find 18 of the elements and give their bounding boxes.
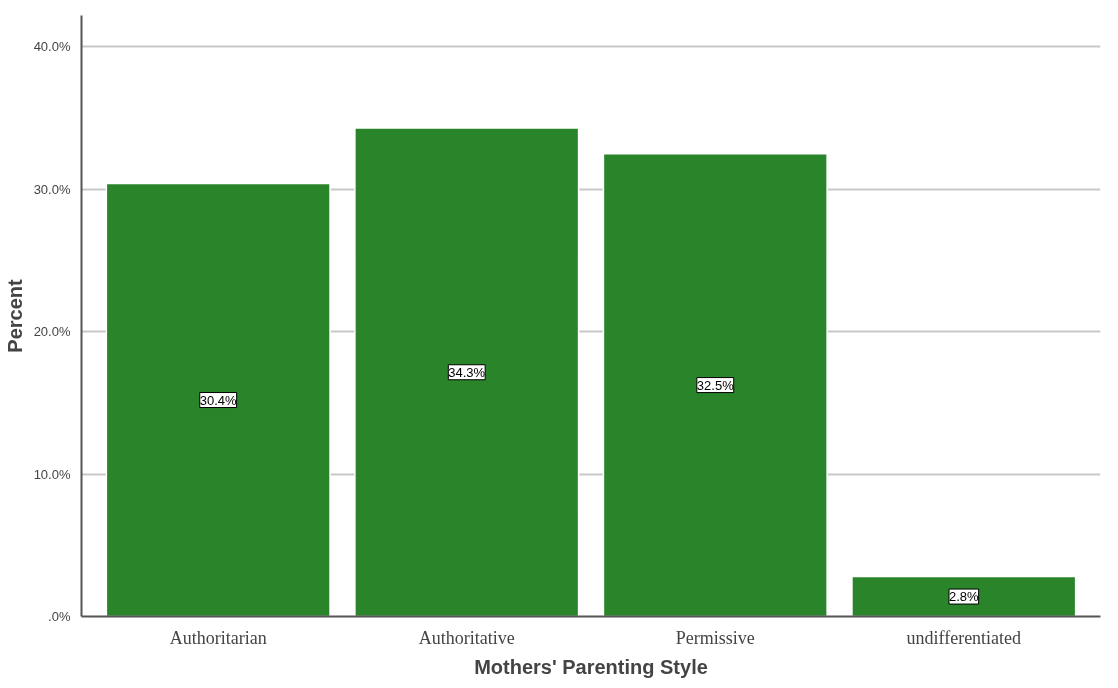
x-axis-title: Mothers' Parenting Style — [474, 655, 708, 678]
data-label: 34.3% — [448, 364, 486, 380]
bar — [105, 182, 331, 617]
data-label: 30.4% — [199, 392, 238, 408]
y-axis-title: Percent — [3, 278, 26, 353]
y-tick-label: 40.0% — [33, 39, 71, 55]
x-tick-label: Permissive — [675, 627, 755, 648]
bar — [354, 127, 580, 617]
y-tick-label: 20.0% — [33, 324, 71, 340]
y-tick-label: .0% — [48, 609, 71, 624]
x-tick-label: Authoritarian — [169, 627, 267, 648]
data-label: 2.8% — [948, 589, 980, 605]
x-tick-label: Authoritative — [418, 627, 515, 648]
y-tick-label: 10.0% — [33, 466, 71, 482]
bar — [602, 152, 828, 617]
x-tick-label: undifferentiated — [906, 627, 1022, 648]
bar — [851, 575, 1077, 617]
y-tick-label: 30.0% — [33, 181, 71, 197]
